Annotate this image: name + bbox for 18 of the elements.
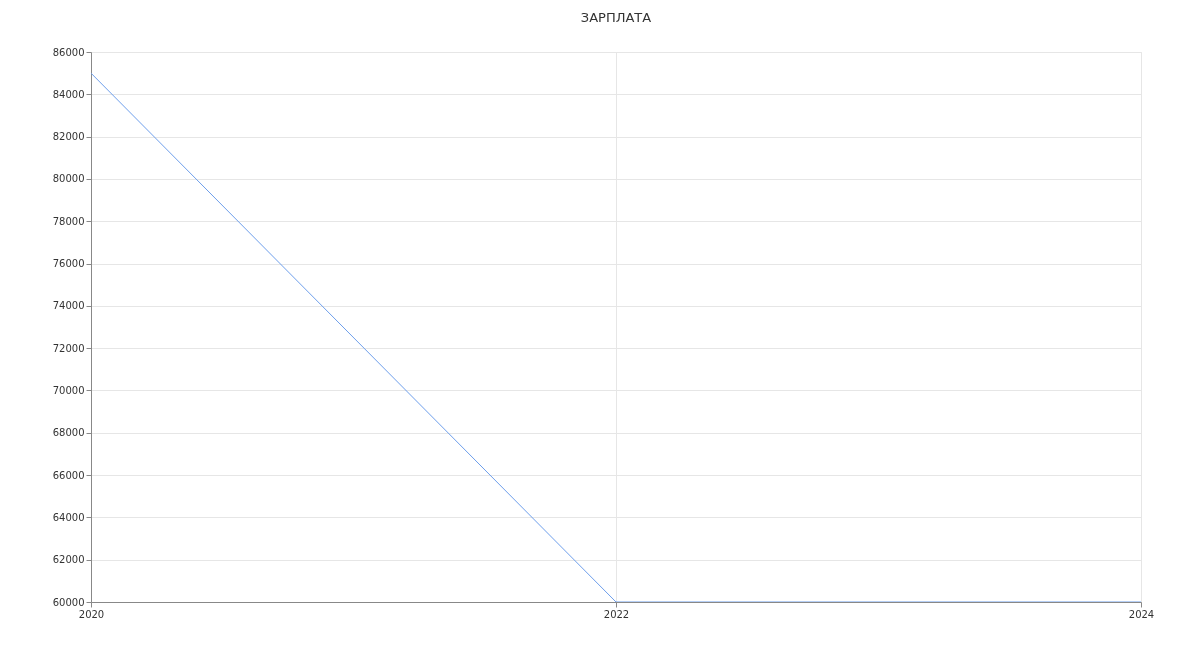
- x-tick-label: 2022: [603, 608, 630, 620]
- y-tick-label: 72000: [52, 342, 85, 354]
- y-tick-label: 78000: [52, 215, 85, 227]
- y-tick-label: 74000: [52, 300, 85, 312]
- x-tick-label: 2020: [78, 608, 105, 620]
- x-tick-label: 2024: [1128, 608, 1155, 620]
- y-tick-label: 82000: [52, 131, 85, 143]
- y-tick-label: 70000: [52, 384, 85, 396]
- y-tick-label: 62000: [52, 554, 85, 566]
- y-tick-label: 86000: [52, 46, 85, 58]
- y-tick-label: 60000: [52, 596, 85, 608]
- y-tick-label: 64000: [52, 511, 85, 523]
- y-tick-label: 66000: [52, 469, 85, 481]
- y-tick-label: 68000: [52, 427, 85, 439]
- y-tick-label: 84000: [52, 88, 85, 100]
- chart-title: ЗАРПЛАТА: [580, 10, 652, 25]
- y-tick-label: 76000: [52, 258, 85, 270]
- y-tick-label: 80000: [52, 173, 85, 185]
